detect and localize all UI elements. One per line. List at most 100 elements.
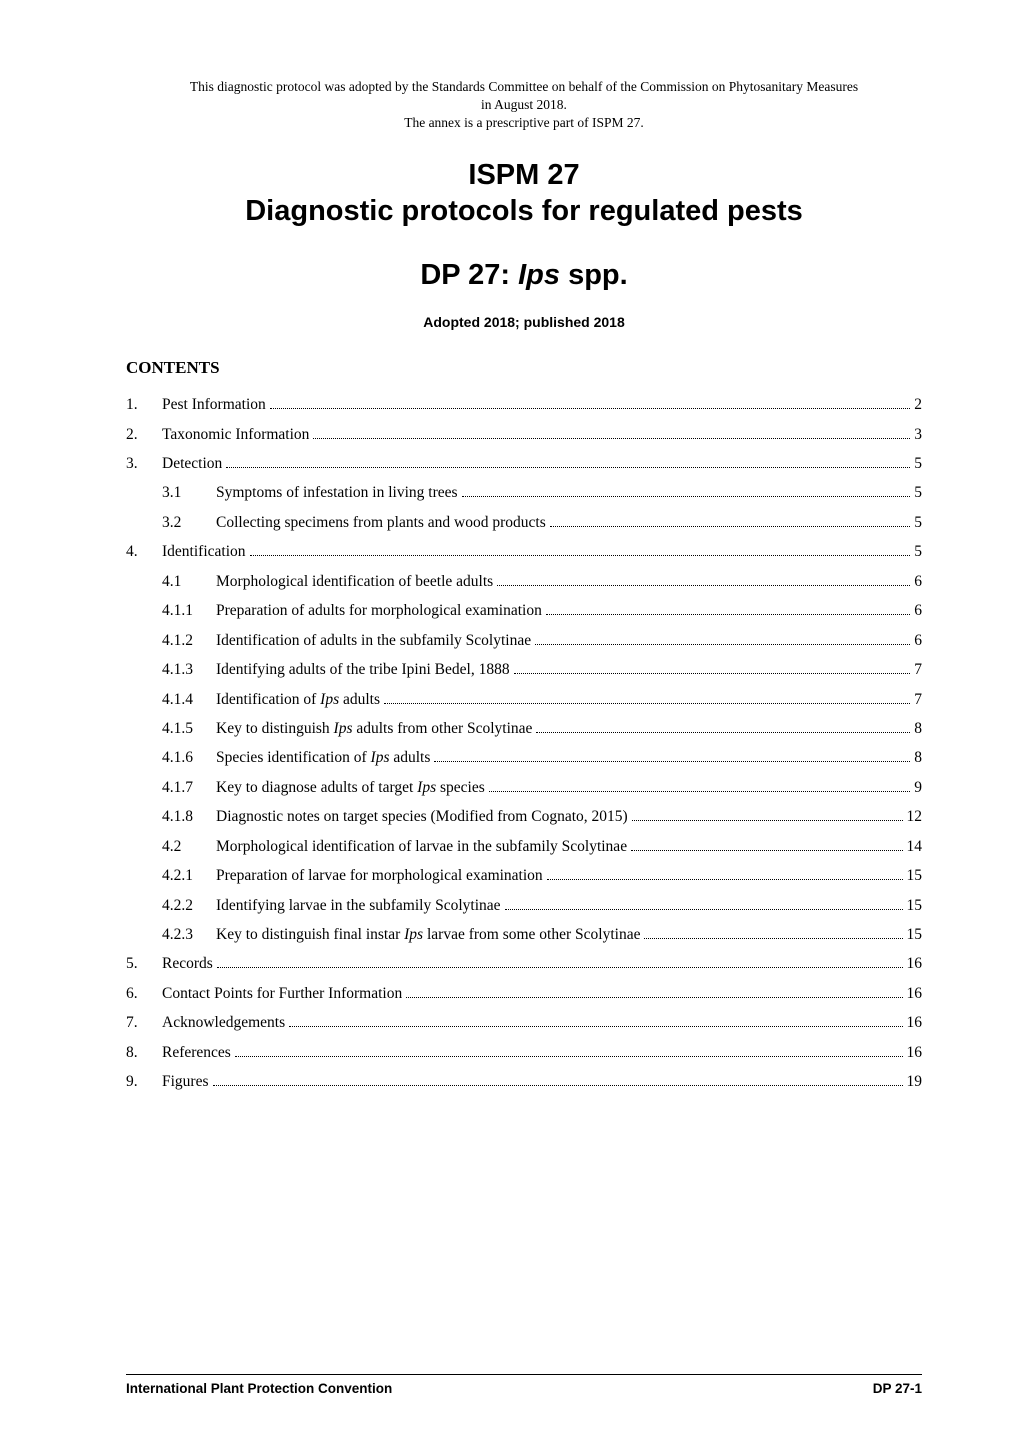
dp-title-prefix: DP 27: xyxy=(420,259,518,291)
toc-leader xyxy=(547,868,903,880)
toc-page: 6 xyxy=(914,596,922,625)
toc-row: 5.Records16 xyxy=(126,949,922,978)
footer-left: International Plant Protection Conventio… xyxy=(126,1381,392,1396)
toc-leader xyxy=(546,603,910,615)
toc-label: Detection xyxy=(162,449,222,478)
toc-leader xyxy=(514,662,911,674)
toc-label: Identifying adults of the tribe Ipini Be… xyxy=(216,655,510,684)
toc-num: 3. xyxy=(126,449,162,478)
main-title-line-2: Diagnostic protocols for regulated pests xyxy=(126,193,922,229)
toc-label-part: Key to diagnose adults of target xyxy=(216,779,417,796)
header-line-3: The annex is a prescriptive part of ISPM… xyxy=(126,114,922,132)
toc-label: Identification xyxy=(162,537,246,566)
toc-page: 8 xyxy=(914,743,922,772)
toc-page: 9 xyxy=(914,773,922,802)
adopted-published-line: Adopted 2018; published 2018 xyxy=(126,314,922,330)
toc-label: References xyxy=(162,1038,231,1067)
toc-leader xyxy=(631,838,902,850)
toc-leader xyxy=(505,897,903,909)
toc-label: Collecting specimens from plants and woo… xyxy=(216,508,546,537)
toc-label-italic: Ips xyxy=(334,720,353,737)
toc-page: 8 xyxy=(914,714,922,743)
toc-leader xyxy=(270,397,911,409)
toc-page: 7 xyxy=(914,655,922,684)
toc-num: 3.2 xyxy=(162,508,216,537)
toc-row: 4.2.3Key to distinguish final instar Ips… xyxy=(126,920,922,949)
toc-page: 5 xyxy=(914,537,922,566)
toc-page: 5 xyxy=(914,508,922,537)
toc-page: 2 xyxy=(914,390,922,419)
toc-page: 3 xyxy=(914,420,922,449)
toc-num: 6. xyxy=(126,979,162,1008)
toc-row: 3.Detection 5 xyxy=(126,449,922,478)
toc-num: 8. xyxy=(126,1038,162,1067)
main-title: ISPM 27 Diagnostic protocols for regulat… xyxy=(126,157,922,230)
toc-label: Figures xyxy=(162,1067,209,1096)
toc-row: 3.1Symptoms of infestation in living tre… xyxy=(126,478,922,507)
toc-leader xyxy=(384,691,910,703)
toc-row: 4.1Morphological identification of beetl… xyxy=(126,567,922,596)
toc-row: 3.2Collecting specimens from plants and … xyxy=(126,508,922,537)
toc-label: Species identification of Ips adults xyxy=(216,743,430,772)
toc-label: Morphological identification of beetle a… xyxy=(216,567,493,596)
toc-num: 4.1.2 xyxy=(162,626,216,655)
toc-row: 9.Figures 19 xyxy=(126,1067,922,1096)
toc-row: 4.1.1Preparation of adults for morpholog… xyxy=(126,596,922,625)
toc-label-part: adults xyxy=(339,691,380,708)
toc-row: 4.1.7Key to diagnose adults of target Ip… xyxy=(126,773,922,802)
toc-page: 16 xyxy=(907,1038,923,1067)
toc-label: Key to distinguish Ips adults from other… xyxy=(216,714,532,743)
toc-num: 4.1.5 xyxy=(162,714,216,743)
toc-num: 9. xyxy=(126,1067,162,1096)
toc-label-italic: Ips xyxy=(320,691,339,708)
dp-title-suffix: spp. xyxy=(560,259,628,291)
toc-label-part: species xyxy=(436,779,485,796)
toc-row: 7.Acknowledgements 16 xyxy=(126,1008,922,1037)
toc-num: 4.1.8 xyxy=(162,802,216,831)
toc-page: 14 xyxy=(907,832,923,861)
toc-page: 19 xyxy=(907,1067,923,1096)
toc-num: 4.2.2 xyxy=(162,891,216,920)
toc-leader xyxy=(632,809,903,821)
dp-title-italic: Ips xyxy=(518,259,560,291)
toc-label-part: Species identification of xyxy=(216,749,371,766)
toc-label: Symptoms of infestation in living trees xyxy=(216,478,458,507)
toc-leader xyxy=(550,515,911,527)
toc-row: 4.1.4Identification of Ips adults7 xyxy=(126,685,922,714)
toc-leader xyxy=(462,485,911,497)
toc: 1.Pest Information 22.Taxonomic Informat… xyxy=(126,390,922,1097)
toc-row: 4.1.5Key to distinguish Ips adults from … xyxy=(126,714,922,743)
toc-leader xyxy=(644,927,902,939)
toc-label: Records xyxy=(162,949,213,978)
footer: International Plant Protection Conventio… xyxy=(126,1374,922,1396)
header-line-1: This diagnostic protocol was adopted by … xyxy=(126,78,922,96)
toc-row: 1.Pest Information 2 xyxy=(126,390,922,419)
toc-row: 2.Taxonomic Information3 xyxy=(126,420,922,449)
toc-num: 3.1 xyxy=(162,478,216,507)
toc-leader xyxy=(250,544,911,556)
toc-page: 12 xyxy=(907,802,923,831)
toc-num: 4.1.1 xyxy=(162,596,216,625)
toc-page: 5 xyxy=(914,449,922,478)
toc-label: Identifying larvae in the subfamily Scol… xyxy=(216,891,501,920)
toc-label: Contact Points for Further Information xyxy=(162,979,402,1008)
toc-row: 4.Identification5 xyxy=(126,537,922,566)
toc-num: 2. xyxy=(126,420,162,449)
adoption-header: This diagnostic protocol was adopted by … xyxy=(126,78,922,133)
toc-page: 7 xyxy=(914,685,922,714)
toc-label-part: Identification of xyxy=(216,691,320,708)
toc-leader xyxy=(217,956,903,968)
toc-leader xyxy=(489,779,910,791)
toc-label-italic: Ips xyxy=(417,779,436,796)
toc-label-part: Key to distinguish final instar xyxy=(216,926,404,943)
toc-leader xyxy=(535,632,910,644)
toc-num: 4.1.6 xyxy=(162,743,216,772)
toc-leader xyxy=(434,750,910,762)
toc-leader xyxy=(235,1044,903,1056)
toc-label: Diagnostic notes on target species (Modi… xyxy=(216,802,628,831)
toc-row: 4.1.8Diagnostic notes on target species … xyxy=(126,802,922,831)
toc-row: 8.References 16 xyxy=(126,1038,922,1067)
toc-row: 6.Contact Points for Further Information… xyxy=(126,979,922,1008)
toc-label: Identification of adults in the subfamil… xyxy=(216,626,531,655)
toc-num: 4.2.3 xyxy=(162,920,216,949)
